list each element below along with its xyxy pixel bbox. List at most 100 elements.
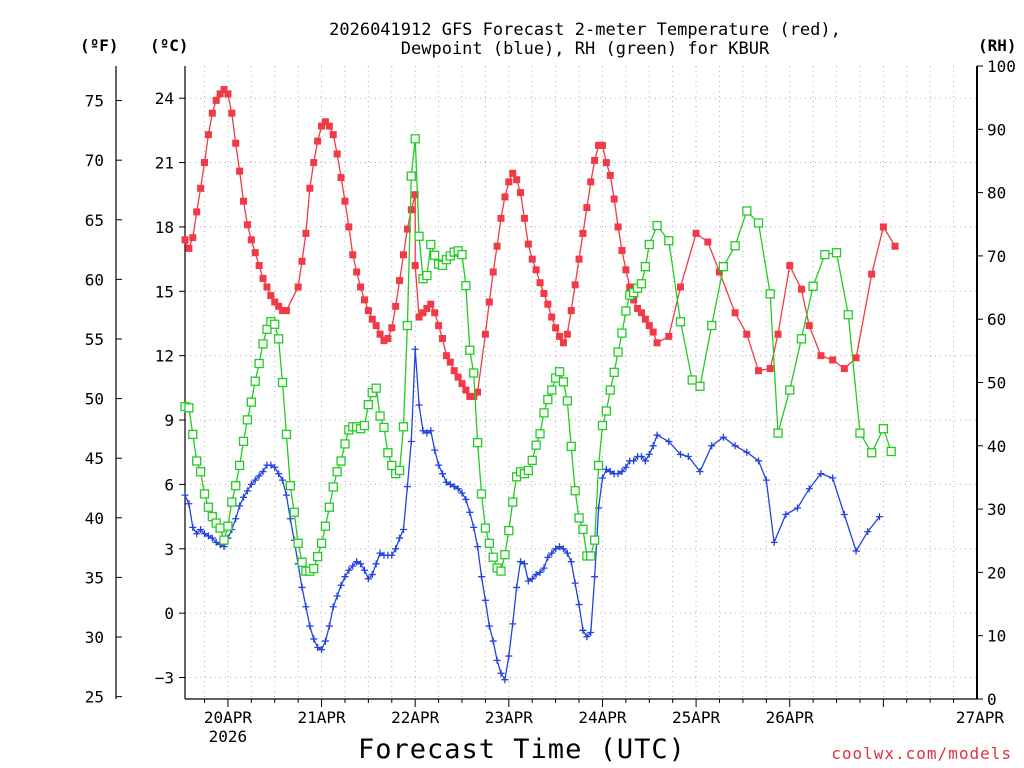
temperature-point [497, 214, 505, 222]
rh-point [562, 396, 572, 406]
temperature-point [513, 176, 521, 184]
temperature-point [805, 322, 813, 330]
dewpoint-point [618, 468, 626, 476]
dewpoint-point [536, 568, 544, 576]
rh-point [808, 281, 818, 291]
dewpoint-point [598, 474, 606, 482]
dewpoint-point [341, 573, 349, 581]
rh-point [238, 436, 249, 447]
fahrenheit-unit-label: (ºF) [80, 36, 119, 55]
temperature-point [349, 251, 357, 259]
rh-point [320, 521, 331, 531]
dewpoint-point [419, 427, 427, 435]
temperature-point [298, 257, 306, 265]
temperature-point [392, 302, 400, 310]
temperature-point [407, 206, 415, 214]
temperature-point [470, 392, 478, 400]
temperature-point [431, 309, 439, 317]
dewpoint-point [567, 558, 575, 566]
rh-point [430, 250, 440, 260]
dewpoint-point [649, 442, 657, 450]
rh-point [406, 171, 416, 181]
rh-point [231, 481, 241, 491]
rh-point [539, 408, 549, 418]
temperature-point [247, 236, 255, 244]
rh-point [535, 429, 545, 439]
celsius-tick-label: 3 [164, 540, 174, 559]
rh-point [371, 383, 381, 393]
temperature-point [201, 159, 209, 167]
temperature-point [458, 380, 466, 388]
rh-tick-label: 70 [987, 247, 1006, 266]
temperature-point [403, 225, 411, 233]
celsius-unit-label: (ºC) [150, 36, 189, 55]
dewpoint-point [540, 564, 548, 572]
tick-labels: −3 0 3 6 9 12 15 18 21 24 25 30 35 40 45 50 55 60 65 70 75 0 1… [85, 57, 1016, 746]
dewpoint-point [817, 470, 825, 478]
celsius-tick-label: −3 [155, 669, 174, 688]
dewpoint-point [353, 558, 361, 566]
dewpoint-point [458, 489, 466, 497]
dewpoint-point [431, 446, 439, 454]
dewpoint-point [368, 571, 376, 579]
temperature-point [275, 302, 283, 310]
celsius-tick-label: 24 [155, 89, 174, 108]
temperature-point [204, 131, 212, 139]
rh-point [578, 524, 588, 535]
dewpoint-point [267, 461, 275, 469]
rh-point [246, 397, 256, 407]
rh-point [765, 289, 775, 299]
dewpoint-point [587, 628, 595, 636]
dewpoint-point [641, 457, 649, 465]
rh-point [855, 428, 865, 438]
temperature-point [435, 322, 443, 330]
rh-point [574, 513, 584, 523]
temperature-point [840, 365, 848, 373]
celsius-tick-label: 0 [164, 604, 174, 623]
rh-point [242, 415, 253, 425]
temperature-point [236, 167, 244, 175]
rh-point [410, 134, 420, 144]
rh-point [394, 465, 405, 476]
site-credit: coolwx.com/models [831, 744, 1012, 763]
rh-point [484, 538, 494, 548]
temperature-point [353, 268, 361, 276]
rh-point [219, 535, 229, 545]
rh-point [254, 358, 264, 369]
rh-point [613, 347, 623, 357]
temperature-point [208, 109, 216, 117]
temperature-point [766, 365, 774, 373]
temperature-point [442, 352, 450, 360]
dewpoint-point [337, 581, 345, 589]
dewpoint-point [840, 510, 848, 518]
rh-point [675, 317, 686, 327]
dewpoint-point [372, 560, 380, 568]
celsius-tick-label: 15 [155, 282, 174, 301]
rh-point [504, 525, 514, 536]
dewpoint-point [446, 480, 454, 488]
temperature-point [528, 255, 536, 263]
rh-point [469, 368, 479, 378]
dewpoint-point [181, 491, 189, 499]
rh-point [543, 394, 553, 405]
dewpoint-point [243, 487, 251, 495]
dewpoint-point [271, 463, 279, 471]
rh-point [617, 328, 627, 338]
rh-point [707, 320, 717, 331]
rh-point [414, 231, 424, 241]
dewpoint-point [505, 652, 513, 660]
temperature-point [329, 131, 337, 139]
rh-point [601, 406, 612, 416]
dewpoint-point [282, 491, 290, 499]
temperature-point [493, 242, 501, 250]
temperature-point [626, 283, 634, 291]
gridlines [185, 66, 977, 699]
rh-point [472, 437, 483, 448]
rh-point [644, 239, 654, 250]
fahrenheit-tick-label: 60 [85, 270, 104, 289]
temperature-point [372, 322, 380, 330]
rh-point [640, 262, 651, 272]
dewpoint-point [357, 560, 365, 568]
dewpoint-point [563, 549, 571, 557]
rh-point [262, 324, 272, 334]
